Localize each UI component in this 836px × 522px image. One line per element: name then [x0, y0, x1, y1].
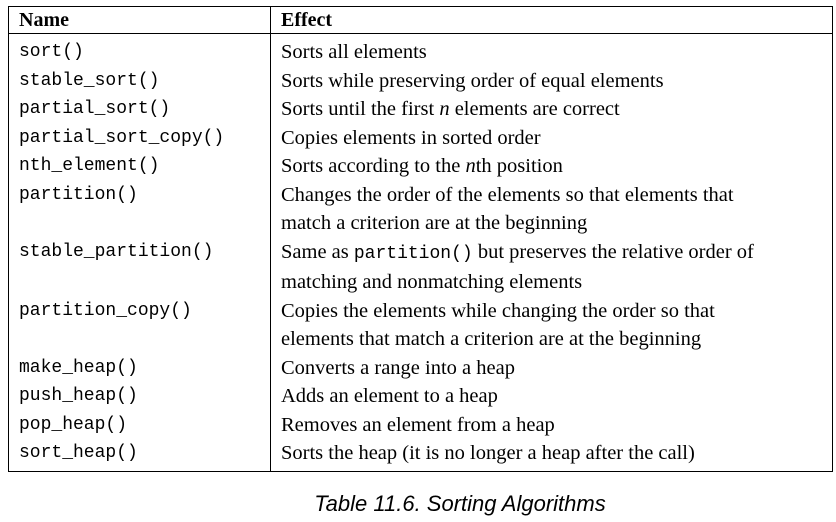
row-name: make_heap()	[8, 353, 271, 382]
effect-code: partition()	[353, 243, 473, 264]
effect-text: th position	[475, 155, 563, 177]
table-row: push_heap() Adds an element to a heap	[8, 382, 833, 411]
row-effect: Removes an element from a heap	[270, 410, 833, 439]
table-row: partial_sort_copy() Copies elements in s…	[8, 123, 833, 152]
effect-text: but preserves the relative order of	[472, 240, 754, 263]
effect-text: Same as	[281, 240, 354, 263]
row-name: nth_element()	[8, 152, 271, 181]
row-effect-line: Copies the elements while changing the o…	[281, 299, 715, 322]
row-effect-line: Sorts until the first n elements are cor…	[281, 95, 832, 124]
table-row: sort() Sorts all elements	[8, 33, 833, 67]
row-effect-line: Sorts according to the nth position	[281, 152, 832, 181]
table-row: stable_partition() Same as partition() b…	[8, 237, 833, 297]
column-header-name: Name	[8, 6, 271, 34]
table-row: partition_copy() Copies the elements whi…	[8, 296, 833, 354]
effect-variable: n	[439, 98, 450, 120]
table-row: partition() Changes the order of the ele…	[8, 180, 833, 238]
row-name: sort_heap()	[8, 439, 271, 472]
row-effect-line: Sorts while preserving order of equal el…	[281, 69, 664, 92]
table-row: pop_heap() Removes an element from a hea…	[8, 410, 833, 439]
effect-variable: n	[465, 155, 476, 177]
row-effect: Sorts until the first n elements are cor…	[270, 95, 833, 124]
table-row: partial_sort() Sorts until the first n e…	[8, 95, 833, 124]
table-caption: Table 11.6. Sorting Algorithms	[314, 491, 606, 516]
row-name: partition()	[8, 180, 271, 238]
table-row: sort_heap() Sorts the heap (it is no lon…	[8, 439, 833, 472]
row-name: stable_partition()	[8, 237, 271, 297]
effect-text: Sorts according to the	[281, 155, 466, 177]
row-effect-line: match a criterion are at the beginning	[281, 212, 588, 234]
effect-text: Sorts until the first	[281, 98, 440, 120]
sorting-algorithms-table: Name Effect sort() Sorts all elements st…	[8, 6, 833, 472]
row-effect: Sorts the heap (it is no longer a heap a…	[270, 439, 833, 472]
row-effect-line: Sorts the heap (it is no longer a heap a…	[281, 442, 695, 464]
row-name: partial_sort()	[8, 95, 271, 124]
effect-text: elements are correct	[449, 98, 620, 120]
row-effect: Sorts while preserving order of equal el…	[270, 66, 833, 95]
row-effect-line: Copies elements in sorted order	[281, 126, 541, 149]
row-effect-line: Adds an element to a heap	[281, 385, 498, 407]
sorting-algorithms-table-wrapper: Name Effect sort() Sorts all elements st…	[8, 6, 833, 472]
row-effect: Changes the order of the elements so tha…	[270, 180, 833, 238]
row-name: pop_heap()	[8, 410, 271, 439]
row-effect: Copies the elements while changing the o…	[270, 296, 833, 354]
row-name: sort()	[8, 33, 271, 67]
row-effect: Sorts according to the nth position	[270, 152, 833, 181]
row-name: push_heap()	[8, 382, 271, 411]
row-effect-line: elements that match a criterion are at t…	[281, 328, 702, 350]
table-row: stable_sort() Sorts while preserving ord…	[8, 66, 833, 95]
row-effect: Adds an element to a heap	[270, 382, 833, 411]
table-header-row: Name Effect	[8, 6, 833, 34]
column-header-effect: Effect	[270, 6, 833, 34]
table-row: nth_element() Sorts according to the nth…	[8, 152, 833, 181]
row-effect: Copies elements in sorted order	[270, 123, 833, 152]
row-name: partial_sort_copy()	[8, 123, 271, 152]
row-effect: Sorts all elements	[270, 33, 833, 67]
row-effect-line: matching and nonmatching elements	[281, 271, 583, 293]
row-effect: Converts a range into a heap	[270, 353, 833, 382]
row-effect-line: Same as partition() but preserves the re…	[281, 238, 832, 269]
row-effect-line: Converts a range into a heap	[281, 356, 515, 379]
row-effect-line: Changes the order of the elements so tha…	[281, 183, 734, 206]
row-name: stable_sort()	[8, 66, 271, 95]
row-name: partition_copy()	[8, 296, 271, 354]
row-effect-line: Removes an element from a heap	[281, 413, 555, 436]
table-row: make_heap() Converts a range into a heap	[8, 353, 833, 382]
row-effect: Same as partition() but preserves the re…	[270, 237, 833, 297]
row-effect-line: Sorts all elements	[281, 41, 427, 63]
